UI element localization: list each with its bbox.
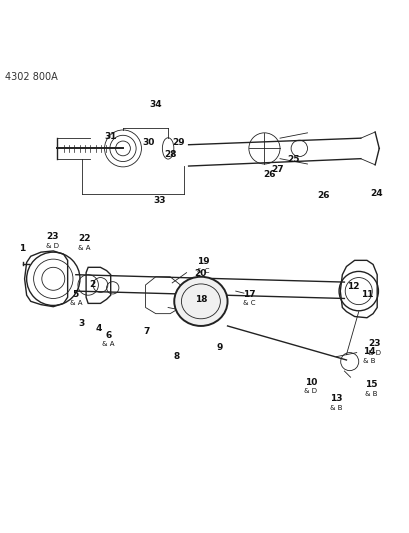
Text: 33: 33 — [153, 196, 166, 205]
Text: & B: & B — [329, 405, 342, 410]
Text: & C: & C — [243, 301, 255, 306]
Text: 11: 11 — [360, 290, 372, 299]
Text: 19: 19 — [196, 257, 209, 266]
Text: 22: 22 — [78, 234, 90, 243]
Text: 24: 24 — [369, 189, 382, 198]
Text: 23: 23 — [46, 232, 58, 241]
Text: 8: 8 — [173, 352, 179, 361]
Text: 26: 26 — [317, 191, 329, 200]
Text: 31: 31 — [104, 132, 117, 141]
Text: 34: 34 — [149, 100, 162, 109]
Text: 2: 2 — [89, 280, 95, 289]
Text: 6: 6 — [105, 331, 112, 340]
Ellipse shape — [174, 277, 227, 326]
Text: 10: 10 — [304, 377, 316, 386]
Text: 18: 18 — [194, 295, 207, 304]
Text: & A: & A — [78, 245, 90, 251]
Text: & C: & C — [196, 268, 209, 273]
Text: & D: & D — [46, 243, 59, 249]
Text: & D: & D — [367, 350, 380, 356]
Text: & B: & B — [364, 391, 376, 397]
Text: 15: 15 — [364, 380, 376, 389]
Text: 28: 28 — [164, 150, 176, 159]
Text: & A: & A — [70, 301, 82, 306]
Text: 23: 23 — [367, 339, 380, 348]
Text: 7: 7 — [143, 327, 150, 336]
Text: 3: 3 — [78, 319, 84, 328]
Text: 4: 4 — [96, 324, 102, 333]
Text: & C: & C — [194, 280, 207, 286]
Text: & D: & D — [303, 388, 317, 394]
Text: 4302 800A: 4302 800A — [5, 72, 58, 82]
Text: 12: 12 — [346, 281, 359, 290]
Text: 14: 14 — [362, 348, 374, 356]
Text: 13: 13 — [329, 394, 342, 403]
Text: 9: 9 — [216, 343, 222, 352]
Text: 27: 27 — [271, 165, 283, 174]
Text: 1: 1 — [19, 244, 26, 253]
Text: 29: 29 — [172, 138, 184, 147]
Text: & A: & A — [102, 342, 115, 348]
Text: 25: 25 — [286, 155, 299, 164]
Text: 30: 30 — [142, 138, 155, 147]
Text: 20: 20 — [194, 269, 207, 278]
Text: 5: 5 — [72, 290, 79, 299]
Text: & B: & B — [362, 358, 374, 364]
Text: 17: 17 — [243, 290, 255, 299]
Text: 26: 26 — [263, 170, 275, 179]
